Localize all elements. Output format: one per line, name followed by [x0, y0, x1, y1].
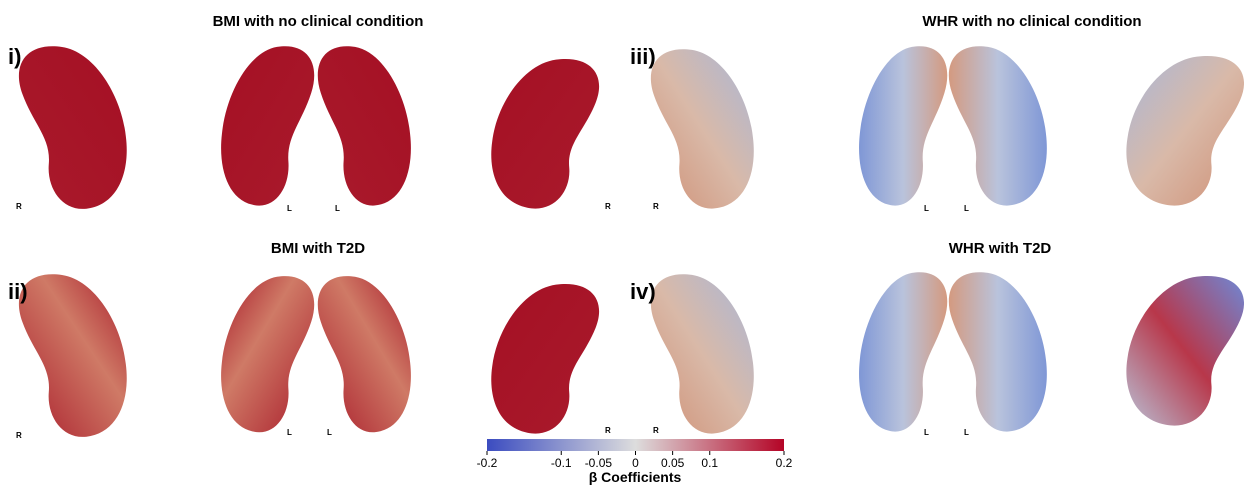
- side-label: R: [653, 202, 659, 211]
- tick-label: -0.05: [585, 456, 613, 470]
- panel-label: i): [8, 44, 21, 69]
- tick-label: 0.1: [701, 456, 718, 470]
- side-label: L: [924, 204, 929, 213]
- tick-label: -0.2: [477, 456, 498, 470]
- tick-label: 0.2: [776, 456, 793, 470]
- panel-label: ii): [8, 279, 28, 304]
- tick-label: 0: [632, 456, 639, 470]
- tick-label: -0.1: [551, 456, 572, 470]
- panel-title: BMI with T2D: [271, 240, 365, 257]
- tick-label: 0.05: [661, 456, 685, 470]
- side-label: L: [335, 204, 340, 213]
- side-label: L: [327, 428, 332, 437]
- side-label: R: [16, 431, 22, 440]
- panel-label: iv): [630, 279, 656, 304]
- panel-title: BMI with no clinical condition: [213, 13, 424, 30]
- panel-label: iii): [630, 44, 656, 69]
- side-label: L: [287, 428, 292, 437]
- side-label: L: [964, 428, 969, 437]
- side-label: L: [287, 204, 292, 213]
- side-label: R: [605, 426, 611, 435]
- side-label: L: [924, 428, 929, 437]
- colorbar: β Coefficients -0.2 -0.1 -0.05 0 0.05 0.1 0.2: [477, 439, 793, 485]
- figure: BMI with no clinical condition BMI with …: [0, 0, 1244, 485]
- side-label: L: [964, 204, 969, 213]
- colorbar-label: β Coefficients: [589, 469, 682, 485]
- kidney-renders: [19, 46, 1244, 437]
- colorbar-gradient: [487, 439, 784, 451]
- side-label: R: [16, 202, 22, 211]
- side-label: R: [653, 426, 659, 435]
- side-label: R: [605, 202, 611, 211]
- panel-title: WHR with no clinical condition: [922, 13, 1141, 30]
- panel-title: WHR with T2D: [949, 240, 1052, 257]
